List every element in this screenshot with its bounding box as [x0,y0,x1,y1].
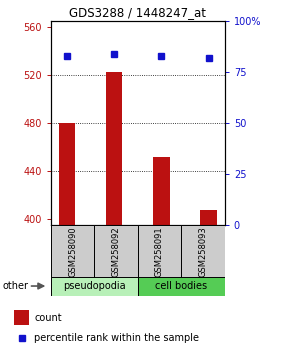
Bar [153,156,170,225]
Bar [106,72,122,225]
Bar [200,210,217,225]
Bar [51,225,94,278]
Text: GSM258093: GSM258093 [198,226,208,277]
Text: pseudopodia: pseudopodia [63,281,126,291]
Bar [14,310,29,325]
Bar [138,225,181,278]
Bar [138,277,225,296]
Text: cell bodies: cell bodies [155,281,207,291]
Text: other: other [3,281,29,291]
Text: GSM258092: GSM258092 [111,226,121,277]
Title: GDS3288 / 1448247_at: GDS3288 / 1448247_at [69,6,206,19]
Text: GSM258090: GSM258090 [68,226,77,277]
Bar [181,225,225,278]
Bar [94,225,138,278]
Bar [59,123,75,225]
Text: GSM258091: GSM258091 [155,226,164,277]
Bar [51,277,138,296]
Text: count: count [34,313,62,322]
Text: percentile rank within the sample: percentile rank within the sample [34,333,199,343]
